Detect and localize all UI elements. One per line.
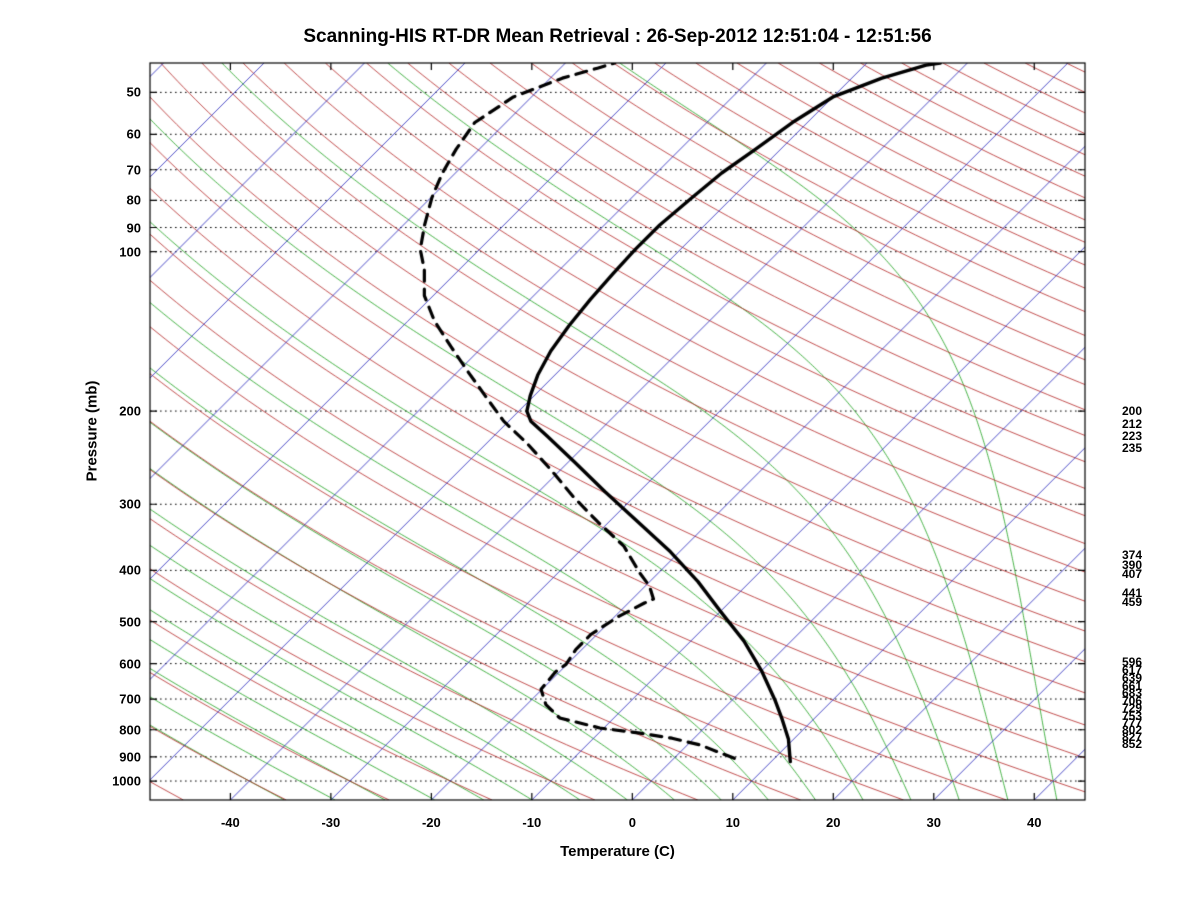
pressure-level-label: 374 xyxy=(1122,547,1143,562)
pressure-level-label: 459 xyxy=(1122,595,1143,610)
pressure-level-label: 200 xyxy=(1122,404,1143,419)
pressure-level-label: 802 xyxy=(1122,723,1143,738)
pressure-level-label: 235 xyxy=(1122,441,1143,456)
temperature-tick-label: -10 xyxy=(522,815,542,830)
pressure-level-label: 617 xyxy=(1122,663,1143,678)
chart-title: Scanning-HIS RT-DR Mean Retrieval : 26-S… xyxy=(303,26,932,47)
pressure-tick-label: 80 xyxy=(126,192,141,208)
temperature-tick-label: 10 xyxy=(725,815,741,830)
pressure-level-label: 596 xyxy=(1122,655,1143,670)
temperature-tick-label: 30 xyxy=(926,815,941,830)
pressure-tick-label: 1000 xyxy=(112,773,141,789)
pressure-level-label: 661 xyxy=(1122,678,1143,693)
pressure-tick-label: 300 xyxy=(119,496,141,512)
pressure-tick-label: 900 xyxy=(119,749,141,765)
pressure-level-label: 441 xyxy=(1122,585,1143,600)
pressure-tick-label: 600 xyxy=(119,656,141,672)
pressure-level-label: 852 xyxy=(1122,737,1143,752)
pressure-tick-label: 500 xyxy=(119,614,141,630)
pressure-level-label: 223 xyxy=(1122,429,1143,444)
temperature-tick-label: 0 xyxy=(628,815,636,830)
pressure-tick-label: 400 xyxy=(119,562,141,578)
pressure-level-label: 390 xyxy=(1122,557,1143,572)
pressure-tick-label: 60 xyxy=(126,126,141,142)
pressure-level-label: 753 xyxy=(1122,708,1143,723)
y-axis-title: Pressure (mb) xyxy=(83,380,101,482)
temperature-tick-label: -30 xyxy=(321,815,341,830)
pressure-tick-label: 70 xyxy=(126,162,141,178)
pressure-level-label: 777 xyxy=(1122,716,1143,731)
pressure-level-label: 639 xyxy=(1122,671,1143,686)
pressure-level-label: 407 xyxy=(1122,567,1143,582)
temperature-tick-label: 20 xyxy=(826,815,841,830)
pressure-level-label: 729 xyxy=(1122,701,1143,716)
pressure-tick-label: 800 xyxy=(119,722,141,738)
pressure-level-label: 827 xyxy=(1122,730,1143,745)
pressure-level-label: 683 xyxy=(1122,686,1143,701)
temperature-tick-label: -40 xyxy=(220,815,240,830)
pressure-tick-label: 90 xyxy=(126,220,141,235)
pressure-level-label: 706 xyxy=(1122,694,1143,708)
pressure-tick-label: 100 xyxy=(119,244,141,260)
pressure-tick-label: 200 xyxy=(119,403,141,419)
pressure-tick-label: 700 xyxy=(119,691,141,707)
x-axis-title: Temperature (C) xyxy=(560,843,675,860)
temperature-tick-label: 40 xyxy=(1027,815,1042,830)
temperature-tick-label: -20 xyxy=(421,815,441,830)
pressure-level-label: 212 xyxy=(1122,417,1143,432)
pressure-tick-label: 50 xyxy=(126,84,141,100)
